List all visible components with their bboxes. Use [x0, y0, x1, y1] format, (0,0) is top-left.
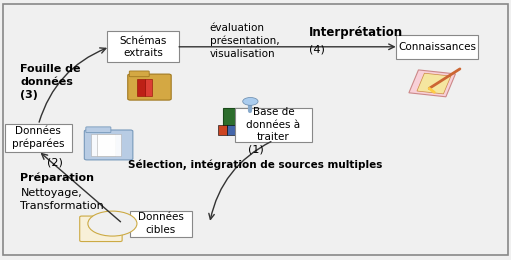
Text: Préparation: Préparation [20, 173, 95, 183]
FancyBboxPatch shape [218, 125, 227, 135]
FancyBboxPatch shape [80, 216, 122, 242]
Circle shape [88, 211, 137, 236]
FancyBboxPatch shape [129, 71, 149, 77]
Text: Fouille de
données
(3): Fouille de données (3) [20, 64, 81, 100]
FancyBboxPatch shape [145, 79, 152, 96]
Text: Sélection, intégration de sources multiples: Sélection, intégration de sources multip… [128, 160, 383, 170]
FancyBboxPatch shape [396, 35, 478, 58]
Text: Données
préparées: Données préparées [12, 126, 64, 149]
FancyBboxPatch shape [227, 125, 236, 135]
FancyBboxPatch shape [86, 127, 111, 133]
Text: Nettoyage,
Transformation: Nettoyage, Transformation [20, 188, 104, 211]
Text: =: = [238, 112, 246, 121]
FancyBboxPatch shape [5, 124, 72, 152]
Text: Schémas
extraits: Schémas extraits [120, 36, 167, 58]
Circle shape [96, 215, 129, 232]
FancyBboxPatch shape [223, 108, 260, 127]
FancyBboxPatch shape [91, 134, 115, 156]
FancyBboxPatch shape [236, 125, 245, 135]
Text: Données
cibles: Données cibles [138, 212, 184, 235]
Polygon shape [417, 73, 451, 94]
Circle shape [105, 220, 120, 227]
Text: Base de
données à
traiter: Base de données à traiter [246, 107, 300, 142]
Polygon shape [409, 70, 455, 97]
FancyBboxPatch shape [84, 130, 133, 160]
FancyBboxPatch shape [128, 74, 171, 100]
FancyBboxPatch shape [107, 31, 179, 62]
FancyBboxPatch shape [97, 134, 121, 156]
Text: (4): (4) [309, 44, 325, 54]
Text: (1): (1) [248, 145, 263, 154]
Text: (2): (2) [47, 158, 63, 167]
FancyBboxPatch shape [245, 125, 254, 135]
FancyBboxPatch shape [137, 79, 145, 96]
Circle shape [243, 98, 258, 105]
FancyBboxPatch shape [130, 211, 192, 237]
FancyBboxPatch shape [235, 108, 312, 142]
Text: Connaissances: Connaissances [398, 42, 476, 52]
Text: Interprétation: Interprétation [309, 26, 403, 39]
Text: évaluation
présentation,
visualisation: évaluation présentation, visualisation [210, 23, 279, 59]
